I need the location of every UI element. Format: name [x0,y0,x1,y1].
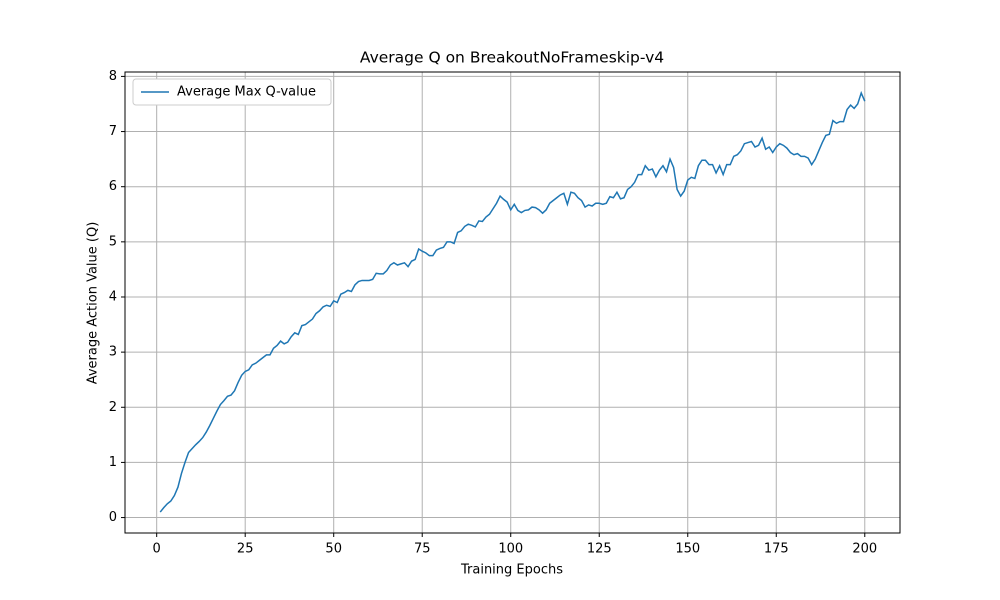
x-tick-label: 125 [587,542,612,557]
y-tick-label: 2 [109,400,117,415]
x-tick-label: 25 [237,542,254,557]
x-tick-label: 0 [153,542,161,557]
plot-frame [124,71,901,534]
x-tick-label: 75 [414,542,431,557]
y-tick-label: 4 [109,289,117,304]
x-axis-label: Training Epochs [460,563,563,578]
x-tick-label: 150 [675,542,700,557]
x-tick-label: 200 [852,542,877,557]
y-tick-label: 8 [109,69,117,84]
chart-title: Average Q on BreakoutNoFrameskip-v4 [360,49,664,67]
y-tick-label: 0 [109,510,117,525]
x-tick-label: 100 [498,542,523,557]
y-tick-label: 5 [109,234,117,249]
legend-label: Average Max Q-value [177,85,316,100]
y-axis-label: Average Action Value (Q) [86,222,101,385]
x-tick-label: 50 [325,542,342,557]
y-tick-label: 3 [109,345,117,360]
y-tick-label: 6 [109,179,117,194]
legend: Average Max Q-value [132,78,332,106]
legend-box [132,78,332,106]
y-tick-label: 1 [109,455,117,470]
x-tick-label: 175 [764,542,789,557]
line-series [159,90,866,513]
y-tick-label: 7 [109,124,117,139]
